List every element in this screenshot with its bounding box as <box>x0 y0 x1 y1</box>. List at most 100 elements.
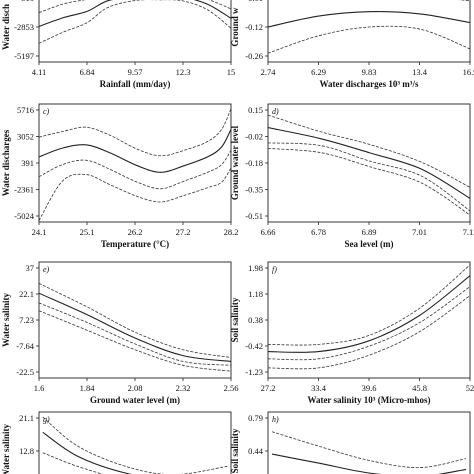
panel-g-series-upper <box>42 416 228 474</box>
panel-d-ytick-label: -0.02 <box>245 132 263 142</box>
panel-d-tag: d) <box>272 107 279 116</box>
panel-a-ytick-label: -5197 <box>14 51 34 61</box>
panel-f-frame <box>267 261 471 379</box>
panel-g-series-fit <box>42 431 132 474</box>
panel-e-series-fit <box>39 292 231 362</box>
panel-c-ytick-label: -2361 <box>14 185 34 195</box>
panel-e-xtick-label: 2.08 <box>128 383 143 393</box>
panel-g-series-lower <box>42 452 104 474</box>
panel-d-ytick-label: -0.35 <box>245 185 263 195</box>
panel-c-tag: c) <box>43 107 50 116</box>
panel-b-series-lower <box>268 25 470 54</box>
panel-b-xlabel: Water discharges 10³ m³/s <box>320 79 419 89</box>
panel-h-series-fit <box>271 453 467 474</box>
panel-f-tag: f) <box>272 265 277 274</box>
panel-g-tag: g) <box>43 415 50 424</box>
panel-b-xtick-label: 9.83 <box>362 67 377 77</box>
panel-c-series-upper <box>39 108 231 157</box>
panel-c-xtick-label: 24.1 <box>32 227 47 237</box>
panel-d-series-lower-band <box>268 148 470 216</box>
panel-b-ylabel: Ground w <box>230 7 240 47</box>
panel-b-xtick-label: 13.4 <box>412 67 428 77</box>
panel-c-ylabel: Water discharges <box>1 129 11 196</box>
panel-b-xtick-label: 2.74 <box>261 67 277 77</box>
panel-a-xtick-label: 9.57 <box>128 67 143 77</box>
panel-d-ylabel: Ground water level <box>230 125 240 200</box>
panel-d-ytick-label: 0.15 <box>248 105 263 115</box>
panel-f-xtick-label: 33.4 <box>311 383 327 393</box>
panel-h-series-upper <box>271 431 467 469</box>
panel-g-ylabel: Water salinity <box>1 423 11 474</box>
panel-a-series-fit <box>39 0 231 27</box>
panel-d-xtick-label: 7.12 <box>463 227 474 237</box>
panel-e-xtick-label: 1.84 <box>80 383 96 393</box>
panel-d-xtick-label: 6.89 <box>362 227 377 237</box>
panel-b-frame <box>267 0 471 63</box>
panel-c-ytick-label: 391 <box>21 158 34 168</box>
panel-f-series-fit <box>268 275 470 353</box>
panel-d-series-lower <box>268 142 470 212</box>
panel-b-ytick-label: -0.26 <box>245 51 263 61</box>
panel-c: c) 24.1 25.1 26.2 27.2 28.2 -5024 -2361 391 3052 5… <box>1 103 239 249</box>
panel-a-ytick-label: -510 <box>18 0 34 3</box>
panel-d-frame <box>267 103 471 223</box>
panel-e-ytick-label: 7.23 <box>19 315 34 325</box>
panel-d-xtick-label: 7.01 <box>412 227 427 237</box>
panel-e-ytick-label: -7.64 <box>16 341 34 351</box>
panel-f-series-lower <box>268 286 470 361</box>
panel-f-xlabel: Water salinity 10³ (Micro-mhos) <box>307 395 430 405</box>
panel-d: d) 6.66 6.78 6.89 7.01 7.12 -0.51 -0.35 -0.18 -0.… <box>230 103 474 249</box>
panel-f: f) 27.2 33.4 39.6 45.8 52 -1.23 -0.42 0.38 1.18 1.… <box>230 261 474 405</box>
panel-a-xtick-label: 4.11 <box>32 67 47 77</box>
panel-b-series-upper <box>457 0 470 2</box>
panel-f-ytick-label: -1.23 <box>245 367 263 377</box>
panel-f-xtick-label: 45.8 <box>412 383 427 393</box>
panel-c-xtick-label: 25.1 <box>80 227 95 237</box>
panel-e-ylabel: Water salinity <box>1 292 11 347</box>
panel-c-series-lower-band <box>39 167 231 221</box>
panel-e-ytick-label: 37 <box>26 263 35 273</box>
panel-h-ytick-label: 0.44 <box>248 446 264 456</box>
panel-d-ytick-label: -0.51 <box>245 211 263 221</box>
panel-e-series-upper <box>39 283 231 358</box>
panel-a-xlabel: Rainfall (mm/day) <box>100 79 171 89</box>
panel-b-ytick-label: -0.12 <box>245 22 263 32</box>
panel-g-frame <box>38 411 232 474</box>
panel-d-xtick-label: 6.66 <box>261 227 276 237</box>
panel-h-ytick-label: 0.79 <box>248 413 263 423</box>
panel-b-xtick-label: 16.9 <box>463 67 474 77</box>
panel-d-xlabel: Sea level (m) <box>345 239 394 249</box>
panel-e-series-lower-band <box>39 310 231 372</box>
panel-g-ytick-label: 21.1 <box>19 413 34 423</box>
panel-d-series-upper <box>268 114 470 188</box>
panel-e-tag: e) <box>43 265 50 274</box>
panel-a-ytick-label: -2853 <box>14 22 34 32</box>
panel-f-xtick-label: 52 <box>466 383 474 393</box>
panel-e-xtick-label: 2.56 <box>224 383 239 393</box>
panel-f-ytick-label: 1.18 <box>248 289 263 299</box>
panel-e-xtick-label: 1.6 <box>34 383 45 393</box>
panel-f-xtick-label: 39.6 <box>362 383 377 393</box>
panel-d-series-fit <box>268 127 470 199</box>
panel-b-xtick-label: 6.29 <box>311 67 326 77</box>
panel-c-xtick-label: 27.2 <box>176 227 191 237</box>
panel-f-series-upper <box>268 264 470 346</box>
panel-a-xtick-label: 15 <box>227 67 236 77</box>
panel-c-xtick-label: 26.2 <box>128 227 143 237</box>
panel-f-ytick-label: -0.42 <box>245 341 263 351</box>
panel-b-ytick-label: 0.01 <box>248 0 263 3</box>
panel-h-tag: h) <box>272 415 279 424</box>
panel-b: 2.74 6.29 9.83 13.4 16.9 -0.26 -0.12 0.01 Water … <box>230 0 474 89</box>
panel-a: 4.11 6.84 9.57 12.3 15 -5197 -2853 -510 Rainfall… <box>1 0 235 89</box>
panel-c-ytick-label: 5716 <box>17 105 34 115</box>
panel-f-xtick-label: 27.2 <box>261 383 276 393</box>
panel-c-xtick-label: 28.2 <box>224 227 239 237</box>
panel-d-ytick-label: -0.18 <box>245 158 263 168</box>
panel-c-ytick-label: -5024 <box>14 211 35 221</box>
panel-a-series-lower <box>39 0 231 44</box>
panel-c-ytick-label: 3052 <box>17 132 34 142</box>
panel-b-series-fit <box>268 11 470 28</box>
panel-f-ytick-label: 1.98 <box>248 263 263 273</box>
panel-h-ylabel: Soil salinity <box>230 428 240 473</box>
